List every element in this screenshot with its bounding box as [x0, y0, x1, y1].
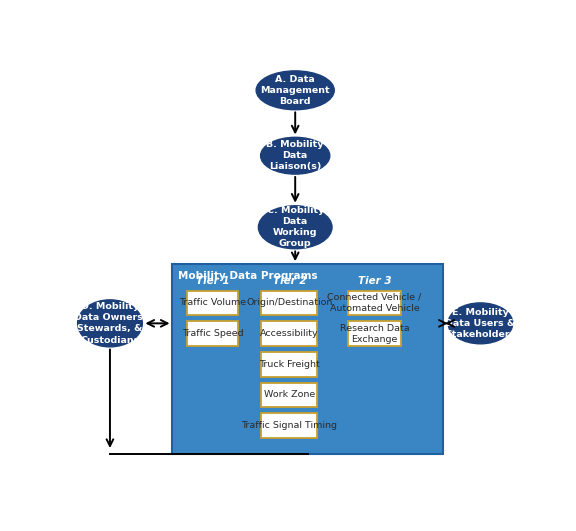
FancyBboxPatch shape — [187, 290, 238, 315]
Ellipse shape — [256, 71, 334, 110]
Text: Traffic Volume: Traffic Volume — [179, 298, 246, 307]
FancyBboxPatch shape — [348, 321, 401, 346]
FancyBboxPatch shape — [262, 383, 317, 407]
Text: C. Mobility
Data
Working
Group: C. Mobility Data Working Group — [267, 206, 324, 249]
FancyBboxPatch shape — [262, 352, 317, 376]
FancyBboxPatch shape — [262, 321, 317, 346]
Text: B. Mobility
Data
Liaison(s): B. Mobility Data Liaison(s) — [267, 140, 324, 172]
Text: Connected Vehicle /
Automated Vehicle: Connected Vehicle / Automated Vehicle — [328, 293, 422, 313]
Text: Truck Freight: Truck Freight — [259, 359, 320, 369]
FancyBboxPatch shape — [262, 413, 317, 438]
Text: Traffic Speed: Traffic Speed — [182, 329, 244, 338]
FancyBboxPatch shape — [348, 290, 401, 315]
Text: Tier 2: Tier 2 — [272, 276, 306, 286]
Text: D. Mobility
Data Owners,
Stewards, &
Custodians: D. Mobility Data Owners, Stewards, & Cus… — [74, 302, 146, 345]
Text: Mobility Data Programs: Mobility Data Programs — [178, 271, 317, 281]
FancyBboxPatch shape — [262, 290, 317, 315]
Text: Work Zone: Work Zone — [264, 390, 315, 399]
FancyBboxPatch shape — [187, 321, 238, 346]
Text: Traffic Signal Timing: Traffic Signal Timing — [241, 421, 338, 430]
Text: Research Data
Exchange: Research Data Exchange — [340, 323, 410, 344]
Text: E. Mobility
Data Users &
Stakeholders: E. Mobility Data Users & Stakeholders — [445, 308, 516, 339]
Ellipse shape — [260, 138, 330, 174]
Text: Tier 1: Tier 1 — [196, 276, 229, 286]
Text: Accessibility: Accessibility — [260, 329, 319, 338]
Text: Origin/Destination: Origin/Destination — [246, 298, 332, 307]
Ellipse shape — [259, 206, 332, 249]
Ellipse shape — [78, 300, 142, 347]
FancyBboxPatch shape — [172, 264, 442, 454]
Text: Tier 3: Tier 3 — [358, 276, 392, 286]
Text: A. Data
Management
Board: A. Data Management Board — [260, 75, 330, 106]
Ellipse shape — [448, 303, 513, 344]
